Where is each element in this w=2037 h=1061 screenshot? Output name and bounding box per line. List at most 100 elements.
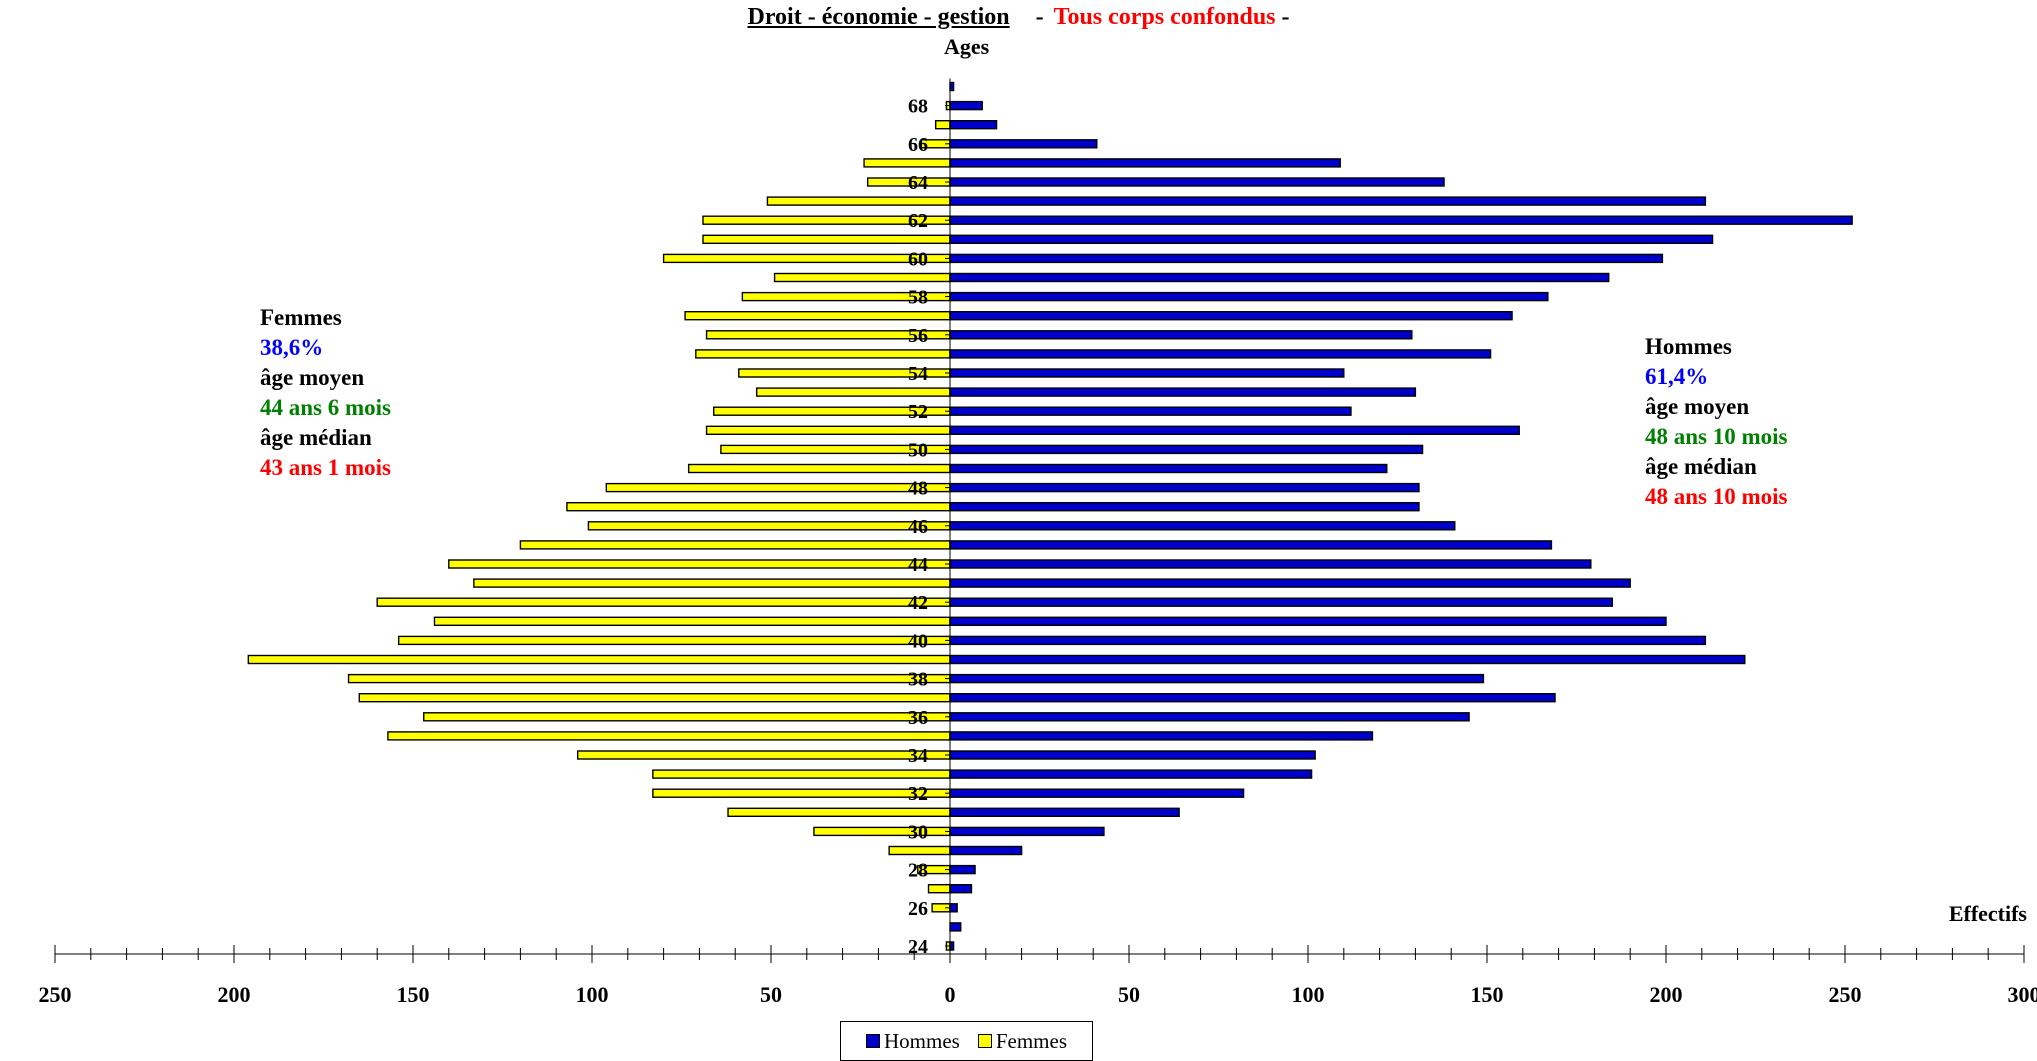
femmes-bar-30 [814,827,950,835]
femmes-bar-65 [864,159,950,167]
y-tick-label-54: 54 [908,363,928,385]
hommes-median-label: âge médian [1645,452,1788,482]
hommes-bar-28 [950,866,975,874]
hommes-median-value: 48 ans 10 mois [1645,482,1788,512]
legend-label-hommes: Hommes [884,1029,960,1054]
y-tick-label-56: 56 [908,325,928,347]
femmes-bar-37 [359,694,950,702]
femmes-median-value: 43 ans 1 mois [260,453,391,483]
hommes-bar-62 [950,216,1852,224]
femmes-bar-39 [248,656,950,664]
hommes-bar-35 [950,732,1372,740]
hommes-bar-29 [950,847,1022,855]
hommes-bar-56 [950,331,1412,339]
hommes-bar-24 [950,942,954,950]
hommes-bar-50 [950,445,1423,453]
femmes-bar-67 [936,121,950,129]
hommes-swatch [866,1034,880,1048]
femmes-mean-value: 44 ans 6 mois [260,393,391,423]
x-tick-label: 100 [1292,982,1325,1007]
femmes-bars [248,102,950,950]
hommes-bars [950,83,1852,951]
hommes-bar-42 [950,598,1612,606]
hommes-bar-66 [950,140,1097,148]
femmes-bar-40 [399,636,950,644]
hommes-bar-67 [950,121,997,129]
x-tick-label: 50 [760,982,782,1007]
femmes-bar-36 [424,713,950,721]
hommes-bar-65 [950,159,1340,167]
y-tick-label-34: 34 [908,745,928,767]
femmes-bar-47 [567,503,950,511]
hommes-bar-46 [950,522,1455,530]
x-tick-label: 50 [1118,982,1140,1007]
femmes-percent: 38,6% [260,333,391,363]
hommes-bar-54 [950,369,1344,377]
y-tick-label-58: 58 [908,287,928,309]
x-tick-label: 250 [1829,982,1862,1007]
y-tick-label-26: 26 [908,898,928,920]
hommes-bar-58 [950,293,1548,301]
femmes-bar-59 [775,274,950,282]
hommes-bar-40 [950,636,1705,644]
y-tick-label-32: 32 [908,783,928,805]
hommes-bar-51 [950,426,1519,434]
hommes-bar-44 [950,560,1591,568]
y-tick-label-46: 46 [908,516,928,538]
hommes-bar-49 [950,465,1387,473]
femmes-info: Femmes 38,6% âge moyen 44 ans 6 mois âge… [260,303,391,483]
hommes-percent: 61,4% [1645,362,1788,392]
y-tick-label-42: 42 [908,592,928,614]
y-tick-label-64: 64 [908,172,928,194]
hommes-bar-26 [950,904,957,912]
femmes-label: Femmes [260,303,391,333]
femmes-bar-44 [449,560,950,568]
femmes-bar-41 [434,617,950,625]
y-tick-label-28: 28 [908,860,928,882]
femmes-bar-48 [606,484,950,492]
y-tick-label-24: 24 [908,936,928,958]
hommes-bar-32 [950,789,1244,797]
y-tick-label-60: 60 [908,248,928,270]
x-tick-label: 100 [576,982,609,1007]
hommes-bar-69 [950,83,954,91]
hommes-bar-41 [950,617,1666,625]
hommes-bar-57 [950,312,1512,320]
hommes-bar-38 [950,675,1483,683]
chart-legend: Hommes Femmes [840,1021,1093,1061]
x-tick-label: 250 [39,982,72,1007]
y-tick-label-44: 44 [908,554,928,576]
hommes-bar-45 [950,541,1551,549]
legend-label-femmes: Femmes [996,1029,1067,1054]
hommes-bar-31 [950,808,1179,816]
hommes-bar-27 [950,885,971,893]
femmes-bar-57 [685,312,950,320]
y-tick-label-66: 66 [908,134,928,156]
y-tick-label-48: 48 [908,478,928,500]
x-tick-label: 200 [218,982,251,1007]
x-tick-label: 0 [945,982,956,1007]
hommes-bar-61 [950,235,1713,243]
y-tick-label-62: 62 [908,210,928,232]
y-tick-label-40: 40 [908,630,928,652]
y-tick-label-38: 38 [908,669,928,691]
y-tick-label-68: 68 [908,96,928,118]
femmes-bar-33 [653,770,950,778]
hommes-bar-60 [950,254,1662,262]
x-tick-label: 150 [397,982,430,1007]
femmes-bar-55 [696,350,950,358]
y-tick-label-52: 52 [908,401,928,423]
hommes-bar-33 [950,770,1312,778]
x-tick-label: 200 [1650,982,1683,1007]
y-axis-ticks: 2426283032343638404244464850525456586062… [908,79,950,959]
hommes-bar-39 [950,656,1745,664]
hommes-bar-55 [950,350,1491,358]
y-tick-label-36: 36 [908,707,928,729]
hommes-bar-47 [950,503,1419,511]
hommes-bar-25 [950,923,961,931]
hommes-mean-label: âge moyen [1645,392,1788,422]
femmes-bar-43 [474,579,950,587]
